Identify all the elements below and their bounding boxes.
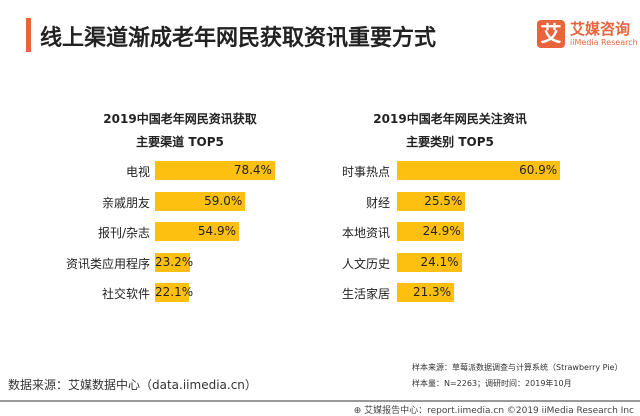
bar xyxy=(397,161,561,180)
page-title: 线上渠道渐成老年网民获取资讯重要方式 xyxy=(40,26,437,51)
category-label: 资讯类应用程序 xyxy=(65,257,150,271)
category-label: 人文历史 xyxy=(341,257,390,271)
bar xyxy=(155,283,189,302)
value-label: 24.9% xyxy=(422,224,461,238)
globe-icon: ⊕ xyxy=(353,406,365,416)
chart-subtitle: 主要渠道 TOP5 xyxy=(136,135,224,149)
bar xyxy=(397,283,455,302)
copyright: ⊕ 艾媒报告中心：report.iimedia.cn ©2019 iiMedia… xyxy=(354,403,634,416)
title-accent-bar xyxy=(26,18,31,52)
value-label: 24.1% xyxy=(420,255,459,269)
chart-subtitle: 主要类别 TOP5 xyxy=(406,135,494,149)
footer-divider xyxy=(0,400,640,402)
category-label: 社交软件 xyxy=(101,287,150,301)
bar xyxy=(397,192,466,211)
category-label: 电视 xyxy=(125,165,150,179)
bar xyxy=(155,161,275,180)
bar xyxy=(397,253,462,272)
value-label: 60.9% xyxy=(519,163,558,177)
value-label: 22.1% xyxy=(155,285,194,299)
sample-size: 样本量：N=2263；调研时间：2019年10月 xyxy=(412,379,572,388)
data-source: 数据来源：艾媒数据中心（data.iimedia.cn） xyxy=(8,378,257,392)
bar xyxy=(155,192,246,211)
copyright-text: 艾媒报告中心：report.iimedia.cn ©2019 iiMedia R… xyxy=(364,406,634,416)
value-label: 59.0% xyxy=(204,194,243,208)
bar xyxy=(155,222,239,241)
value-label: 78.4% xyxy=(233,163,272,177)
value-label: 21.3% xyxy=(412,285,452,299)
logo-subtext: iiMedia Research xyxy=(570,38,638,47)
category-label: 报刊/杂志 xyxy=(97,226,150,240)
logo-mark: 艾 xyxy=(537,20,565,48)
logo-text: 艾媒咨询 xyxy=(570,20,631,38)
value-label: 25.5% xyxy=(424,194,463,208)
bar xyxy=(397,222,464,241)
category-label: 时事热点 xyxy=(341,165,390,179)
category-label: 财经 xyxy=(365,196,390,210)
value-label: 23.2% xyxy=(155,255,194,269)
sample-source: 样本来源：草莓派数据调查与计算系统（Strawberry Pie） xyxy=(412,363,623,372)
chart-title: 2019中国老年网民资讯获取 xyxy=(103,112,257,126)
bar xyxy=(155,253,191,272)
category-label: 亲戚朋友 xyxy=(101,196,150,210)
category-label: 本地资讯 xyxy=(341,226,390,240)
value-label: 54.9% xyxy=(197,224,236,238)
chart-title: 2019中国老年网民关注资讯 xyxy=(373,112,527,126)
category-label: 生活家居 xyxy=(341,287,390,301)
